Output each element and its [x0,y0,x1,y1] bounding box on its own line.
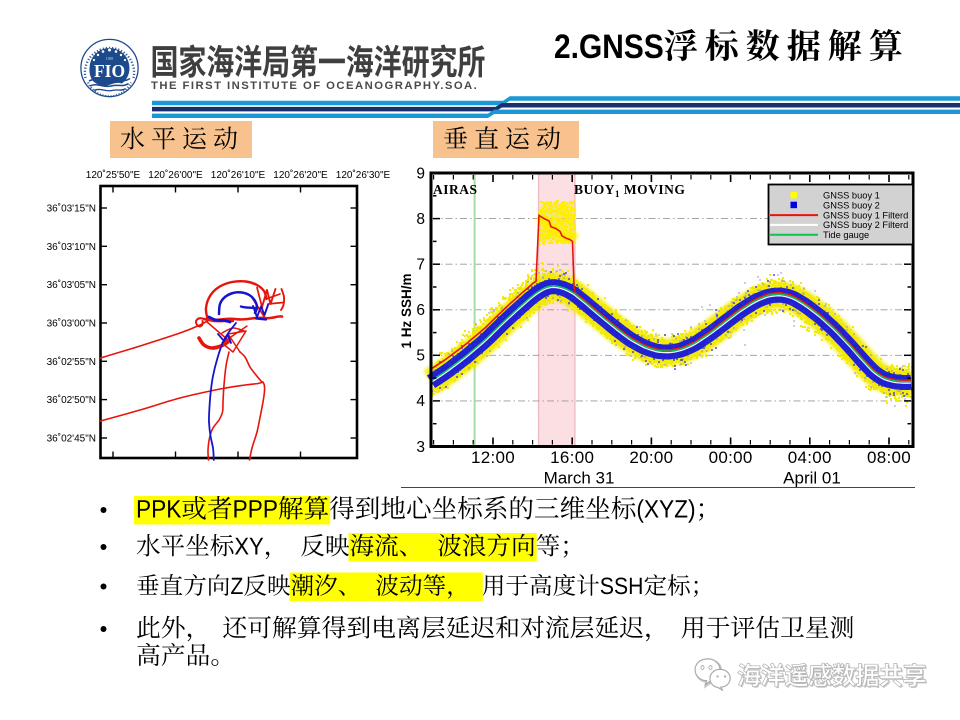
svg-text:5: 5 [416,348,425,365]
svg-text:7: 7 [416,257,425,274]
svg-text:April 01: April 01 [783,469,841,488]
svg-text:120˚26'10"E: 120˚26'10"E [211,169,266,181]
svg-text:THE FIRST INSTITUTE OF OCEANOG: THE FIRST INSTITUTE OF OCEANOGRAPHY.SOA. [151,80,478,92]
svg-text:1958: 1958 [106,57,113,61]
svg-text:GNSS buoy 2: GNSS buoy 2 [823,200,880,210]
svg-text:36˚02'50"N: 36˚02'50"N [47,394,96,406]
svg-text:3: 3 [416,439,425,456]
svg-text:120˚26'30"E: 120˚26'30"E [336,169,391,181]
svg-text:8: 8 [416,211,425,228]
svg-text:120˚25'50"E: 120˚25'50"E [86,169,141,181]
svg-text:4: 4 [416,393,425,410]
svg-text:08:00: 08:00 [867,448,911,467]
svg-text:16:00: 16:00 [550,448,594,467]
svg-text:FIO: FIO [94,61,125,81]
svg-text:36˚02'55"N: 36˚02'55"N [47,356,96,368]
svg-text:GNSS buoy 1: GNSS buoy 1 [823,191,880,201]
svg-text:36˚03'05"N: 36˚03'05"N [47,279,96,291]
svg-text:120˚26'20"E: 120˚26'20"E [273,169,328,181]
svg-text:36˚02'45"N: 36˚02'45"N [47,433,96,445]
svg-text:04:00: 04:00 [788,448,832,467]
svg-text:120˚26'00"E: 120˚26'00"E [148,169,203,181]
svg-text:BUOY1 MOVING: BUOY1 MOVING [574,182,685,199]
svg-text:Tide gauge: Tide gauge [823,230,869,240]
svg-text:36˚03'00"N: 36˚03'00"N [47,318,96,330]
svg-text:March 31: March 31 [544,469,615,488]
svg-text:9: 9 [416,165,425,182]
svg-text:36˚03'15"N: 36˚03'15"N [47,203,96,215]
svg-text:00:00: 00:00 [709,448,753,467]
svg-text:12:00: 12:00 [471,448,515,467]
svg-text:GNSS buoy 1 Filterd: GNSS buoy 1 Filterd [823,210,908,220]
svg-text:AIRAS: AIRAS [433,182,478,197]
svg-text:GNSS buoy 2 Filterd: GNSS buoy 2 Filterd [823,220,908,230]
svg-text:1 Hz SSH/m: 1 Hz SSH/m [399,273,414,348]
svg-text:20:00: 20:00 [629,448,673,467]
svg-text:6: 6 [416,302,425,319]
svg-text:36˚03'10"N: 36˚03'10"N [47,241,96,253]
